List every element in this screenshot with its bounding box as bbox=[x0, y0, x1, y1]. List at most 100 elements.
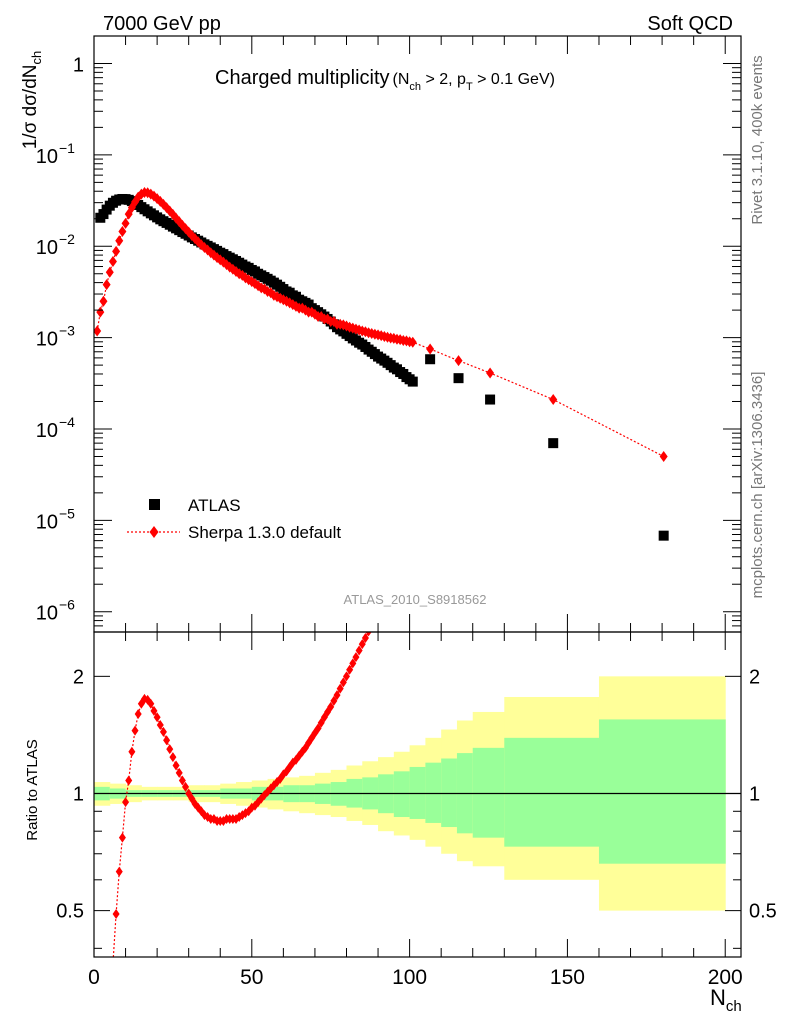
x-axis-label: Nch bbox=[710, 985, 742, 1015]
ratio-ytick-label-left: 0.5 bbox=[56, 901, 84, 923]
ratio-point bbox=[134, 709, 142, 720]
ratio-point bbox=[453, 446, 460, 456]
main-y-axis-label: 1/σ dσ/dNch bbox=[20, 51, 44, 149]
ratio-point bbox=[371, 613, 378, 623]
ratio-point bbox=[438, 478, 445, 488]
ratio-point bbox=[336, 683, 344, 694]
main-ytick-exponent: −3 bbox=[59, 323, 75, 339]
ratio-point bbox=[131, 725, 139, 736]
sherpa-point bbox=[549, 394, 558, 406]
ratio-point bbox=[365, 632, 372, 637]
main-ytick-exponent: −4 bbox=[59, 414, 75, 430]
ratio-y-axis-label: Ratio to ATLAS bbox=[24, 739, 41, 840]
x-tick-label: 100 bbox=[392, 966, 427, 989]
x-tick-label: 0 bbox=[88, 966, 100, 989]
ratio-point bbox=[349, 658, 357, 669]
ratio-point bbox=[441, 472, 448, 482]
ratio-point bbox=[163, 735, 171, 746]
ratio-point bbox=[409, 536, 416, 546]
main-ytick-label: 1 bbox=[73, 55, 84, 77]
ratio-point bbox=[166, 744, 174, 755]
x-tick-label: 150 bbox=[550, 966, 585, 989]
ratio-point bbox=[425, 504, 432, 514]
rivet-version-label: Rivet 3.1.10, 400k events bbox=[749, 55, 766, 224]
ratio-point bbox=[400, 555, 407, 565]
ratio-point bbox=[368, 620, 375, 630]
ratio-point bbox=[159, 726, 167, 737]
plot-title-sub-2: ch bbox=[409, 81, 421, 93]
legend-sherpa-marker bbox=[149, 526, 159, 538]
ratio-point bbox=[406, 542, 413, 552]
ratio-point bbox=[355, 645, 363, 656]
ratio-point bbox=[327, 701, 335, 712]
ratio-series bbox=[112, 446, 460, 957]
sherpa-point bbox=[659, 450, 668, 462]
sherpa-point bbox=[96, 306, 105, 318]
x-tick-label: 50 bbox=[240, 966, 263, 989]
legend-atlas-label: ATLAS bbox=[188, 496, 241, 515]
ratio-point bbox=[387, 581, 394, 591]
sherpa-point bbox=[486, 367, 495, 379]
ratio-point bbox=[128, 746, 136, 757]
plot-title-sub-3: > 2, p bbox=[421, 71, 466, 88]
inner-band-bin bbox=[393, 771, 411, 818]
ratio-ytick-label-left: 1 bbox=[73, 783, 84, 805]
main-ytick-label: 10 bbox=[36, 237, 58, 259]
ratio-point bbox=[416, 523, 423, 533]
main-ytick-exponent: −1 bbox=[59, 140, 75, 156]
atlas-point bbox=[485, 394, 496, 405]
ratio-point bbox=[419, 516, 426, 526]
ratio-point bbox=[422, 510, 429, 520]
analysis-id: ATLAS_2010_S8918562 bbox=[344, 592, 487, 607]
atlas-point bbox=[658, 530, 669, 541]
plot-title-sub-4: T bbox=[466, 81, 473, 93]
ratio-point bbox=[150, 705, 158, 716]
ratio-point bbox=[435, 485, 442, 495]
ratio-point bbox=[175, 767, 183, 778]
sherpa-point bbox=[105, 266, 114, 278]
sherpa-point bbox=[112, 245, 121, 257]
ratio-point bbox=[330, 695, 338, 706]
ratio-panel: 0.5 0.5 1 1 2 2 0 50 100 150 200 bbox=[56, 446, 777, 989]
ratio-point bbox=[112, 909, 120, 920]
inner-band-bin bbox=[425, 762, 442, 823]
ratio-point bbox=[115, 866, 123, 877]
ratio-point bbox=[122, 797, 130, 808]
main-ytick-label: 10 bbox=[36, 329, 58, 351]
mcplots-reference-label: mcplots.cern.ch [arXiv:1306.3436] bbox=[749, 372, 766, 599]
main-ytick-label: 10 bbox=[36, 511, 58, 533]
sherpa-point bbox=[118, 226, 127, 238]
sherpa-point bbox=[209, 249, 218, 261]
plot-title-sub-5: > 0.1 GeV) bbox=[473, 71, 555, 88]
ratio-point bbox=[118, 832, 126, 843]
sherpa-point bbox=[408, 336, 417, 348]
ratio-point bbox=[333, 690, 341, 701]
ratio-point bbox=[147, 698, 155, 709]
ratio-point bbox=[447, 459, 454, 469]
ratio-point bbox=[403, 549, 410, 559]
ratio-point bbox=[361, 632, 369, 643]
inner-band-bin bbox=[472, 747, 505, 838]
main-frame bbox=[93, 35, 742, 633]
ratio-point bbox=[444, 466, 451, 476]
atlas-point bbox=[453, 373, 464, 384]
ratio-point bbox=[346, 664, 354, 675]
ratio-ytick-label-left: 2 bbox=[73, 666, 84, 688]
inner-band-bin bbox=[504, 737, 600, 847]
collision-label: 7000 GeV pp bbox=[103, 13, 221, 35]
ratio-point bbox=[314, 723, 322, 734]
sherpa-point bbox=[115, 235, 124, 247]
sherpa-point bbox=[121, 217, 130, 229]
svg-text:1/σ dσ/dNch: 1/σ dσ/dNch bbox=[20, 51, 44, 149]
ratio-point bbox=[178, 775, 186, 786]
ratio-frame bbox=[93, 631, 742, 958]
ratio-point bbox=[390, 574, 397, 584]
sherpa-point bbox=[99, 295, 108, 307]
sherpa-point bbox=[454, 355, 463, 367]
ratio-point bbox=[169, 752, 177, 763]
atlas-point bbox=[407, 376, 418, 387]
ratio-point bbox=[339, 677, 347, 688]
sherpa-point bbox=[102, 279, 111, 291]
